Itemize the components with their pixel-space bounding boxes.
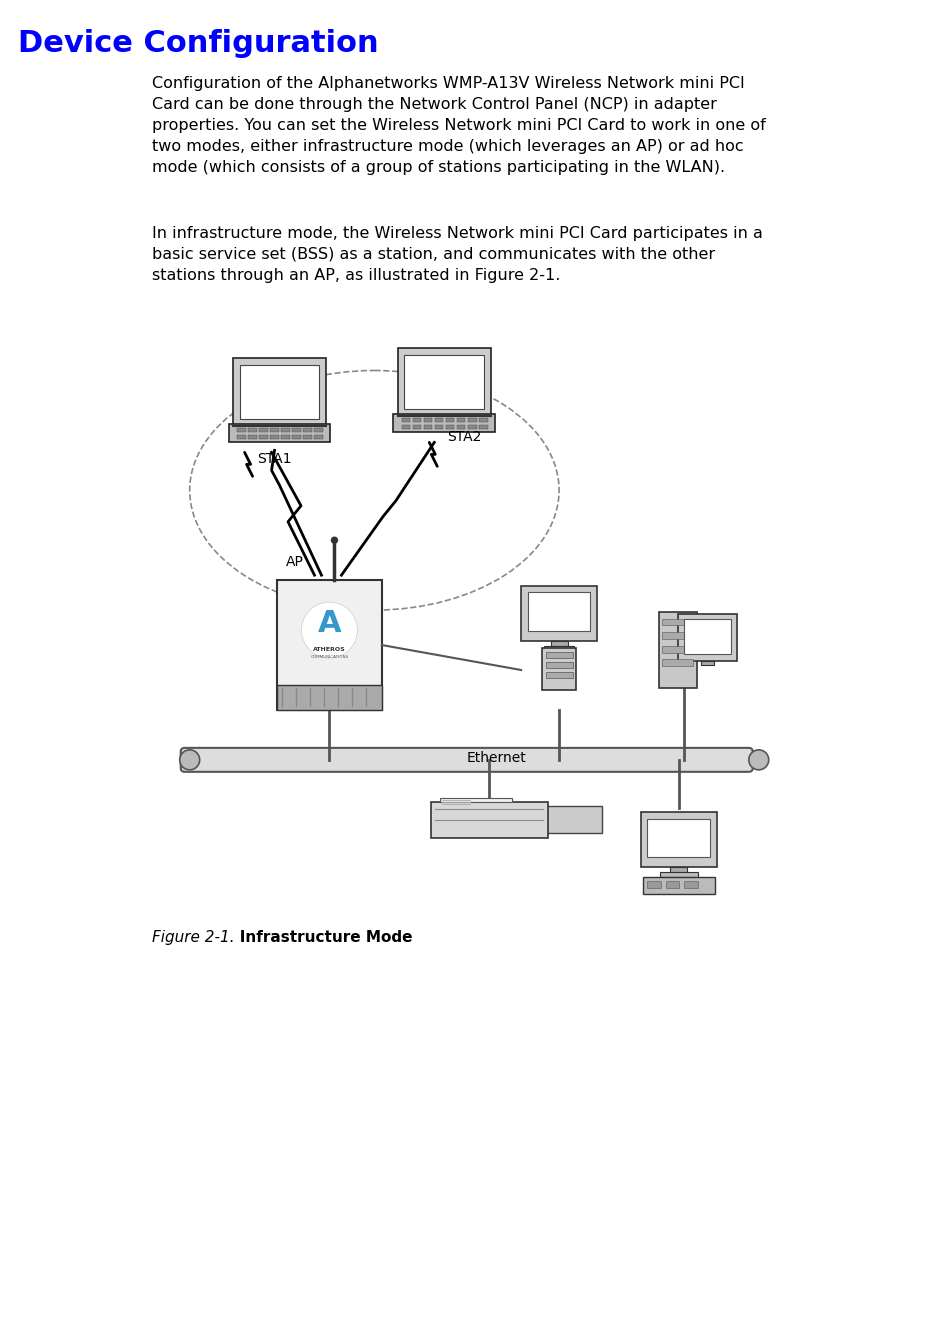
- Ellipse shape: [179, 750, 200, 770]
- Bar: [457, 424, 465, 429]
- Bar: [666, 880, 680, 887]
- Text: COMMUNICATIONS: COMMUNICATIONS: [311, 655, 348, 659]
- Bar: [546, 652, 573, 658]
- Bar: [260, 435, 268, 439]
- Bar: [684, 880, 698, 887]
- Bar: [430, 801, 548, 837]
- Bar: [648, 819, 710, 858]
- Bar: [546, 662, 573, 668]
- Bar: [662, 646, 693, 652]
- Bar: [277, 580, 382, 710]
- Text: A: A: [317, 608, 342, 637]
- Bar: [402, 417, 411, 423]
- Bar: [468, 417, 477, 423]
- Bar: [659, 612, 697, 688]
- Bar: [643, 878, 715, 895]
- Bar: [228, 424, 330, 443]
- Bar: [293, 428, 301, 432]
- Circle shape: [331, 537, 337, 544]
- Bar: [544, 646, 574, 650]
- Text: In infrastructure mode, the Wireless Network mini PCI Card participates in a
bas: In infrastructure mode, the Wireless Net…: [152, 225, 763, 283]
- Bar: [479, 417, 487, 423]
- Bar: [394, 413, 496, 432]
- Bar: [440, 798, 512, 801]
- Bar: [248, 428, 257, 432]
- Bar: [397, 349, 491, 416]
- Bar: [457, 417, 465, 423]
- Bar: [546, 672, 573, 678]
- Bar: [424, 424, 432, 429]
- Bar: [446, 417, 454, 423]
- Bar: [303, 428, 312, 432]
- Bar: [700, 660, 714, 664]
- Bar: [240, 365, 319, 419]
- Text: Ethernet: Ethernet: [467, 752, 527, 765]
- Bar: [641, 812, 717, 867]
- Bar: [277, 684, 382, 710]
- Text: Configuration of the Alphanetworks WMP-A13V Wireless Network mini PCI
Card can b: Configuration of the Alphanetworks WMP-A…: [152, 76, 766, 174]
- Bar: [435, 424, 444, 429]
- Text: Infrastructure Mode: Infrastructure Mode: [224, 930, 413, 945]
- Bar: [662, 632, 693, 639]
- Bar: [248, 435, 257, 439]
- Bar: [303, 435, 312, 439]
- Bar: [413, 417, 421, 423]
- Bar: [528, 592, 591, 631]
- FancyBboxPatch shape: [180, 747, 752, 772]
- Bar: [260, 428, 268, 432]
- Text: STA1: STA1: [258, 452, 292, 467]
- Bar: [424, 417, 432, 423]
- Bar: [281, 428, 290, 432]
- Bar: [670, 867, 687, 872]
- Bar: [662, 659, 693, 666]
- Bar: [233, 358, 327, 427]
- Bar: [647, 880, 661, 887]
- Bar: [662, 619, 693, 625]
- Bar: [270, 435, 278, 439]
- Text: STA2: STA2: [447, 431, 481, 444]
- Bar: [660, 872, 698, 876]
- Bar: [237, 428, 245, 432]
- Bar: [281, 435, 290, 439]
- Bar: [270, 428, 278, 432]
- Bar: [314, 428, 323, 432]
- Bar: [683, 619, 731, 654]
- Text: Device Configuration: Device Configuration: [18, 30, 379, 58]
- Bar: [314, 435, 323, 439]
- Bar: [678, 615, 737, 660]
- Bar: [446, 424, 454, 429]
- Bar: [539, 807, 601, 833]
- Bar: [468, 424, 477, 429]
- Bar: [237, 435, 245, 439]
- Bar: [521, 585, 598, 640]
- Bar: [435, 417, 444, 423]
- Bar: [542, 648, 576, 690]
- Text: Figure 2-1.: Figure 2-1.: [152, 930, 234, 945]
- Bar: [404, 356, 484, 409]
- Bar: [293, 435, 301, 439]
- Text: ATHEROS: ATHEROS: [313, 647, 346, 651]
- Text: AP: AP: [286, 556, 303, 569]
- Bar: [550, 640, 567, 646]
- Bar: [413, 424, 421, 429]
- Bar: [402, 424, 411, 429]
- Ellipse shape: [749, 750, 768, 770]
- Bar: [479, 424, 487, 429]
- Circle shape: [301, 603, 358, 658]
